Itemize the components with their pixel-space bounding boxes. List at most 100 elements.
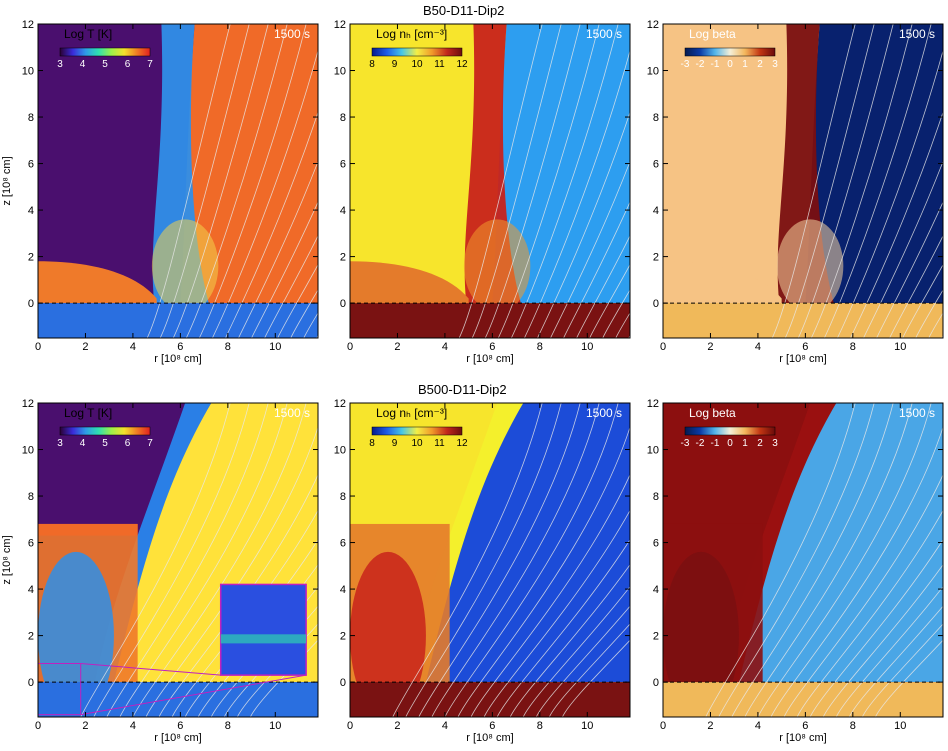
y-tick-label: 4 bbox=[28, 205, 34, 217]
x-tick-label: 2 bbox=[707, 341, 713, 353]
y-tick-label: 12 bbox=[22, 398, 34, 410]
field-line bbox=[537, 110, 630, 338]
x-axis-label: r [10⁸ cm] bbox=[154, 353, 201, 365]
y-tick-label: 10 bbox=[647, 66, 659, 78]
panel-r2p2: 0 2 4 6 8 10 r [10⁸ cm] 0 2 4 6 8 10 12 Log nₕ [cm⁻³] 8… bbox=[334, 398, 631, 744]
colorbar-tick-label: 5 bbox=[102, 59, 108, 70]
x-tick-label: 0 bbox=[35, 341, 41, 353]
field-line bbox=[797, 24, 894, 338]
colorbar-tick-label: -2 bbox=[696, 59, 705, 70]
x-axis-label: r [10⁸ cm] bbox=[154, 732, 201, 744]
field-line bbox=[810, 24, 913, 338]
y-tick-label: 10 bbox=[334, 66, 346, 78]
y-tick-label: 2 bbox=[28, 252, 34, 264]
colorbar-tick-label: 8 bbox=[369, 59, 375, 70]
colorbar-tick-label: 1 bbox=[742, 59, 748, 70]
colorbar-tick-label: 12 bbox=[456, 59, 468, 70]
y-tick-label: 6 bbox=[28, 538, 34, 550]
panel-frame bbox=[662, 402, 944, 718]
lower-atmosphere bbox=[663, 682, 943, 717]
field-line bbox=[705, 403, 856, 717]
panel-frame bbox=[37, 402, 319, 718]
colorbar-tick-label: 3 bbox=[57, 438, 63, 449]
field-line bbox=[928, 312, 943, 338]
colorbar-tick-label: 12 bbox=[456, 438, 468, 449]
y-tick-label: 6 bbox=[28, 159, 34, 171]
colorbar-tick-label: 4 bbox=[80, 438, 86, 449]
colorbar bbox=[371, 47, 463, 57]
y-tick-label: 2 bbox=[340, 252, 346, 264]
chromosphere-band bbox=[663, 261, 782, 304]
colorbar-title: Log T [K] bbox=[64, 27, 112, 41]
y-tick-label: 4 bbox=[340, 584, 346, 596]
field-line bbox=[509, 564, 630, 717]
x-tick-label: 4 bbox=[442, 341, 448, 353]
y-tick-label: 2 bbox=[653, 631, 659, 643]
y-tick-label: 12 bbox=[22, 19, 34, 31]
cavity bbox=[38, 551, 114, 717]
field-line bbox=[562, 639, 630, 717]
colorbar bbox=[684, 426, 776, 436]
field-line bbox=[861, 623, 943, 717]
x-tick-label: 0 bbox=[347, 341, 353, 353]
colorbar-tick-label: -2 bbox=[696, 438, 705, 449]
x-tick-label: 0 bbox=[660, 720, 666, 732]
field-line bbox=[458, 24, 543, 338]
field-line bbox=[172, 24, 269, 338]
x-axis-label: r [10⁸ cm] bbox=[466, 732, 513, 744]
time-label: 1500 s bbox=[274, 406, 310, 420]
field-line bbox=[510, 24, 619, 338]
field-line bbox=[159, 24, 250, 338]
x-tick-label: 8 bbox=[537, 720, 543, 732]
field-line bbox=[236, 623, 318, 717]
x-tick-label: 2 bbox=[707, 720, 713, 732]
y-tick-label: 10 bbox=[22, 445, 34, 457]
y-tick-label: 8 bbox=[28, 112, 34, 124]
y-tick-label: 8 bbox=[653, 491, 659, 503]
colorbar bbox=[59, 47, 151, 57]
y-tick-label: 2 bbox=[28, 631, 34, 643]
lower-atmosphere bbox=[38, 303, 318, 338]
y-tick-label: 0 bbox=[28, 298, 34, 310]
field-line bbox=[563, 201, 630, 338]
colorbar bbox=[684, 47, 776, 57]
x-tick-label: 4 bbox=[442, 720, 448, 732]
field-line bbox=[835, 586, 943, 717]
chromosphere-band bbox=[350, 261, 469, 304]
field-line bbox=[212, 49, 318, 338]
x-tick-label: 10 bbox=[894, 341, 906, 353]
y-tick-label: 0 bbox=[653, 677, 659, 689]
panel-r1p2: 0 2 4 6 8 10 r [10⁸ cm] 0 2 4 6 8 10 12 Log nₕ [cm⁻³] 8… bbox=[334, 19, 631, 365]
lower-atmosphere bbox=[38, 682, 318, 717]
panel-body bbox=[663, 403, 943, 717]
field-line bbox=[822, 564, 943, 717]
x-tick-label: 2 bbox=[82, 720, 88, 732]
y-tick-label: 8 bbox=[340, 112, 346, 124]
y-tick-label: 12 bbox=[647, 398, 659, 410]
field-line bbox=[185, 24, 288, 338]
colorbar-tick-label: 2 bbox=[757, 59, 763, 70]
lower-atmosphere bbox=[350, 303, 630, 338]
colorbar-tick-label: -3 bbox=[681, 438, 690, 449]
colorbar-title: Log nₕ [cm⁻³] bbox=[376, 406, 447, 420]
x-tick-label: 6 bbox=[177, 720, 183, 732]
x-tick-label: 8 bbox=[850, 720, 856, 732]
y-tick-label: 10 bbox=[22, 66, 34, 78]
time-label: 1500 s bbox=[586, 406, 622, 420]
panel-frame bbox=[349, 23, 631, 339]
panel-frame bbox=[349, 402, 631, 718]
field-line bbox=[837, 49, 943, 338]
ambient-region bbox=[180, 24, 318, 304]
field-line bbox=[251, 201, 318, 338]
y-tick-label: 12 bbox=[334, 398, 346, 410]
panel-body bbox=[663, 24, 943, 338]
ambient-region bbox=[738, 403, 943, 683]
colorbar-tick-label: 11 bbox=[434, 59, 445, 70]
field-line bbox=[783, 473, 943, 717]
x-tick-label: 10 bbox=[581, 720, 593, 732]
field-line bbox=[548, 623, 630, 717]
colorbar-tick-label: 0 bbox=[727, 438, 733, 449]
field-line bbox=[405, 403, 562, 717]
